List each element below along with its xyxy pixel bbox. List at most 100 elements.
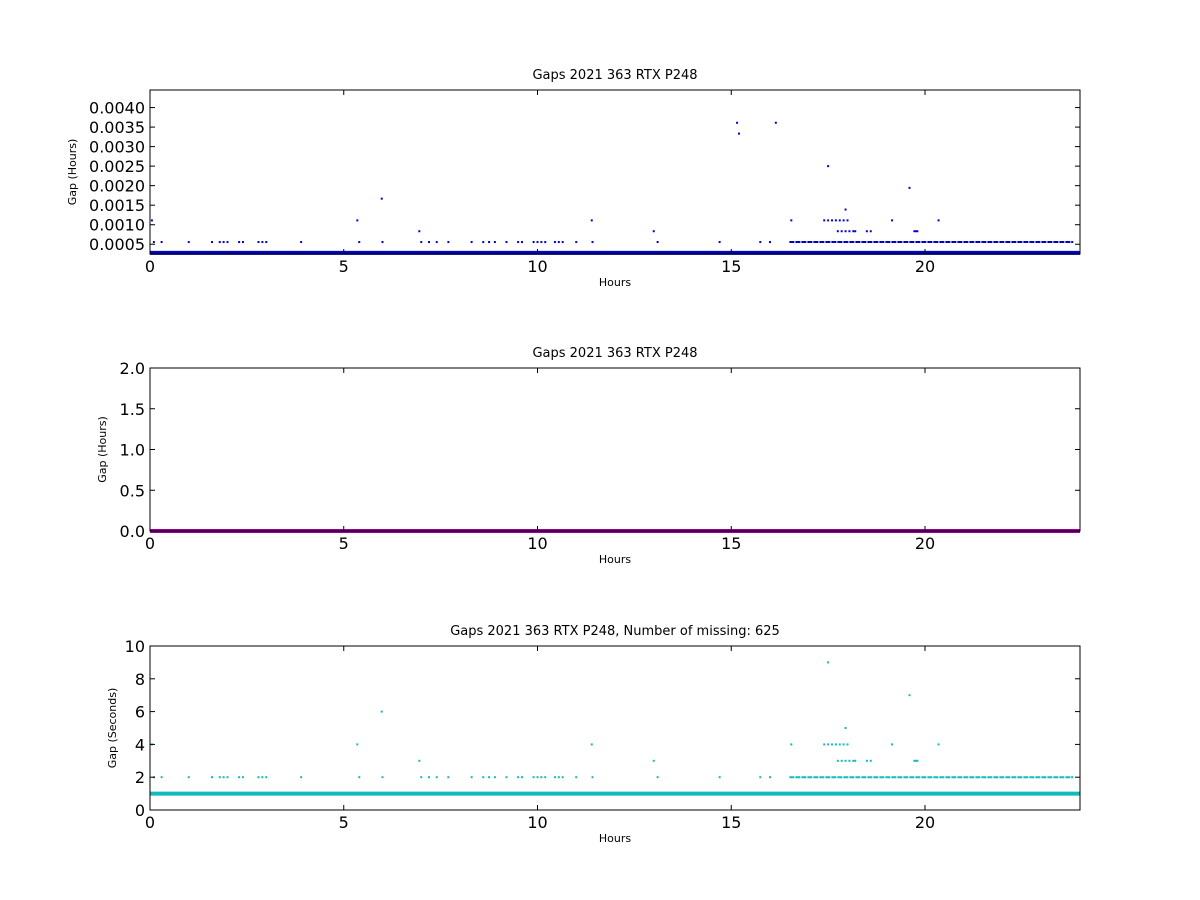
data-point <box>150 219 153 222</box>
data-point <box>428 241 430 244</box>
data-point <box>435 241 438 244</box>
data-point <box>428 776 430 779</box>
data-point <box>759 776 762 779</box>
y-tick-label: 0.0020 <box>89 177 145 196</box>
data-point <box>848 759 851 762</box>
data-point <box>447 241 450 244</box>
x-axis-label: Hours <box>599 276 631 289</box>
data-point <box>226 776 229 779</box>
data-point <box>848 230 851 233</box>
x-tick-label: 15 <box>721 257 741 276</box>
data-point <box>532 241 535 244</box>
data-point <box>561 776 564 779</box>
plot-frame <box>149 645 1081 811</box>
y-tick-label: 0 <box>135 801 145 820</box>
data-point <box>242 241 244 244</box>
y-tick-label: 2 <box>135 768 145 787</box>
data-point <box>265 776 268 779</box>
y-tick-label: 0.0030 <box>89 138 145 157</box>
data-point <box>218 776 221 779</box>
plot-area <box>150 90 1080 254</box>
y-axis-label: Gap (Hours) <box>96 416 109 483</box>
data-point <box>718 776 721 779</box>
data-point <box>937 743 940 746</box>
data-point <box>261 241 264 244</box>
x-tick-label: 20 <box>915 257 935 276</box>
y-tick-label: 10 <box>125 637 145 656</box>
data-point <box>447 776 450 779</box>
data-point <box>553 776 556 779</box>
data-point <box>844 230 847 233</box>
data-point <box>482 776 485 779</box>
data-point <box>869 230 872 233</box>
data-point <box>493 241 496 244</box>
data-point <box>418 230 421 233</box>
data-point <box>823 219 826 222</box>
y-tick-label: 2.0 <box>120 359 145 378</box>
data-point <box>769 776 771 779</box>
data-point <box>823 743 826 746</box>
data-point <box>844 759 847 762</box>
chart-title: Gaps 2021 363 RTX P248 <box>532 68 697 83</box>
data-point <box>211 776 213 779</box>
data-point <box>418 759 421 762</box>
data-point <box>521 776 523 779</box>
data-point <box>261 776 264 779</box>
data-point <box>242 776 244 779</box>
x-tick-label: 5 <box>339 813 349 832</box>
chart-title: Gaps 2021 363 RTX P248, Number of missin… <box>450 624 780 639</box>
data-point <box>852 759 855 762</box>
data-point <box>834 743 837 746</box>
data-point <box>544 241 547 244</box>
data-point <box>521 241 523 244</box>
data-point <box>769 241 771 244</box>
y-tick-label: 0.0010 <box>89 216 145 235</box>
data-point <box>844 727 847 729</box>
x-tick-label: 15 <box>721 534 741 553</box>
x-tick-label: 10 <box>527 534 547 553</box>
data-point <box>827 661 830 664</box>
x-tick-label: 5 <box>339 534 349 553</box>
data-point <box>222 241 225 244</box>
y-tick-label: 0.0040 <box>89 99 145 118</box>
x-tick-label: 20 <box>915 534 935 553</box>
x-tick-label: 5 <box>339 257 349 276</box>
x-tick-label: 15 <box>721 813 741 832</box>
data-point <box>544 776 547 779</box>
plot-area <box>150 646 1080 810</box>
data-point <box>257 241 260 244</box>
data-point <box>842 743 845 746</box>
chart-panel-1: 0 5 10 15 200.00050.00100.00150.00200.00250.… <box>66 68 1081 289</box>
y-tick-label: 0.0 <box>120 522 145 541</box>
y-tick-label: 1.0 <box>120 441 145 460</box>
data-point <box>854 759 857 762</box>
data-point <box>356 219 359 222</box>
data-point <box>380 710 383 713</box>
data-point <box>827 165 830 168</box>
data-point <box>836 230 839 233</box>
data-point <box>790 743 793 746</box>
chart-panel-3: 0 5 10 15 20 0 2 4 6 8 10 Gaps 2021 363 RTX P248, N… <box>106 624 1081 845</box>
data-point <box>908 694 911 697</box>
data-point <box>790 219 793 222</box>
y-tick-label: 0.0025 <box>89 157 145 176</box>
y-tick-label: 4 <box>135 735 145 754</box>
data-point <box>827 219 830 222</box>
y-tick-label: 0.0005 <box>89 235 145 254</box>
data-point <box>891 219 894 222</box>
data-point <box>265 241 268 244</box>
data-point <box>358 776 361 779</box>
data-point <box>557 241 560 244</box>
data-point <box>908 186 911 189</box>
data-point <box>590 743 593 746</box>
y-tick-label: 1.5 <box>120 400 145 419</box>
data-point <box>187 776 190 779</box>
data-point <box>470 241 473 244</box>
data-point <box>435 776 438 779</box>
data-point <box>356 743 359 746</box>
data-point <box>759 241 762 244</box>
data-point <box>831 219 833 222</box>
data-point <box>211 241 213 244</box>
x-tick-label: 20 <box>915 813 935 832</box>
x-tick-label: 0 <box>145 813 155 832</box>
